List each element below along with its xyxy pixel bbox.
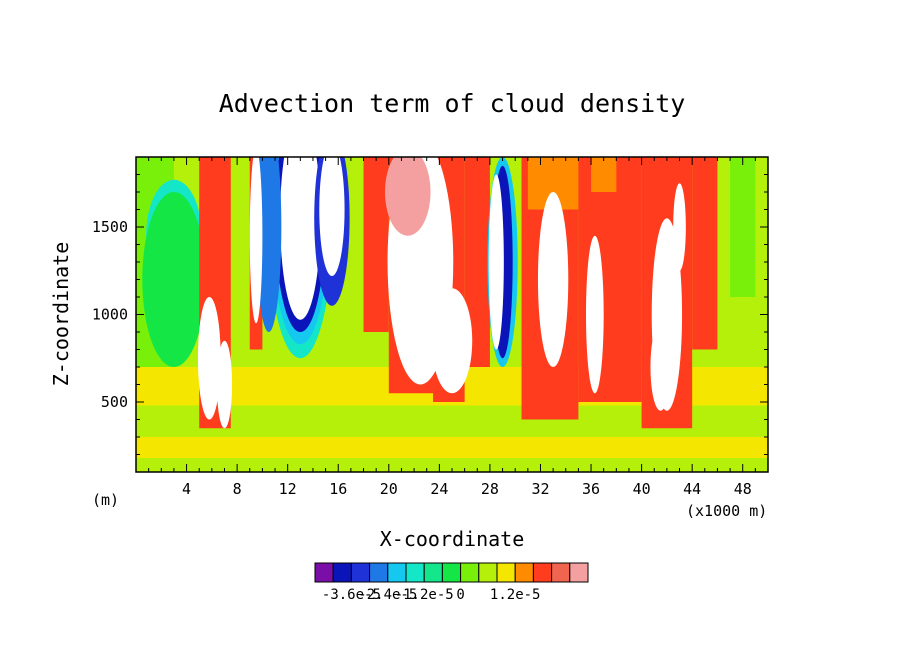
field-blob	[197, 297, 221, 420]
x-tick-label: 44	[683, 480, 701, 498]
field-patch	[136, 458, 768, 472]
colorbar-label: 1.2e-5	[490, 587, 541, 603]
x-tick-label: 20	[380, 480, 398, 498]
field-patch	[591, 157, 617, 192]
y-axis-ticks: 500 1000 1500	[92, 156, 768, 473]
y-tick-label: 1500	[92, 218, 128, 236]
colorbar-swatch	[369, 562, 389, 583]
field-blob	[319, 157, 345, 276]
x-tick-label: 48	[734, 480, 752, 498]
field-blob	[142, 192, 206, 367]
field-patch	[363, 157, 389, 332]
x-axis-ticks: 4 8 12 16 20 24 28 32 36 40 44 48	[148, 157, 756, 498]
x-tick-label: 4	[182, 480, 191, 498]
field-blob	[256, 157, 282, 332]
colorbar-label: 0	[456, 587, 464, 603]
x-tick-label: 40	[633, 480, 651, 498]
field-patch	[692, 157, 718, 350]
x-tick-label: 16	[329, 480, 347, 498]
colorbar-swatch	[350, 562, 371, 583]
x-scale-label: (x1000 m)	[686, 502, 767, 520]
field-blob	[537, 192, 569, 367]
field-blob	[216, 340, 233, 429]
colorbar-swatch	[387, 562, 407, 583]
colorbar-label: -3.6e-5	[322, 587, 381, 603]
y-tick-label: 1000	[92, 306, 128, 324]
field-blob	[650, 323, 671, 411]
x-tick-label: 36	[582, 480, 600, 498]
colorbar-swatch	[532, 562, 553, 583]
colorbar-swatch	[405, 562, 425, 583]
field-blob	[280, 157, 321, 320]
x-tick-label: 32	[531, 480, 549, 498]
colorbar-label: -2.4e-5	[358, 587, 417, 603]
colorbar: -3.6e-5-2.4e-5-1.2e-5 0 1.2e-5	[314, 562, 589, 603]
colorbar-swatch	[423, 562, 443, 583]
field-patch	[730, 157, 756, 297]
colorbar-swatch	[314, 562, 334, 583]
colorbar-swatch	[569, 562, 589, 583]
chart-title: Advection term of cloud density	[219, 89, 686, 118]
heatmap-field	[136, 157, 768, 472]
x-axis-label: X-coordinate	[380, 527, 525, 551]
colorbar-swatch	[478, 562, 498, 583]
x-tick-label: 24	[430, 480, 448, 498]
x-unit-label: (m)	[92, 491, 119, 509]
y-axis-label: Z-coordinate	[49, 242, 73, 387]
x-tick-label: 8	[233, 480, 242, 498]
field-blob	[431, 288, 473, 394]
field-blob	[488, 174, 504, 350]
colorbar-swatch	[496, 562, 516, 583]
colorbar-swatch	[332, 562, 352, 583]
x-tick-label: 12	[279, 480, 297, 498]
y-tick-label: 500	[101, 393, 128, 411]
field-blob	[385, 157, 431, 236]
colorbar-swatch	[514, 562, 534, 583]
colorbar-swatch	[460, 562, 480, 583]
field-blob	[585, 235, 604, 394]
colorbar-label: -1.2e-5	[395, 587, 454, 603]
field-blob	[249, 157, 263, 324]
field-blob	[673, 183, 686, 271]
colorbar-swatch	[551, 562, 571, 583]
x-tick-label: 28	[481, 480, 499, 498]
colorbar-swatch	[441, 562, 462, 583]
